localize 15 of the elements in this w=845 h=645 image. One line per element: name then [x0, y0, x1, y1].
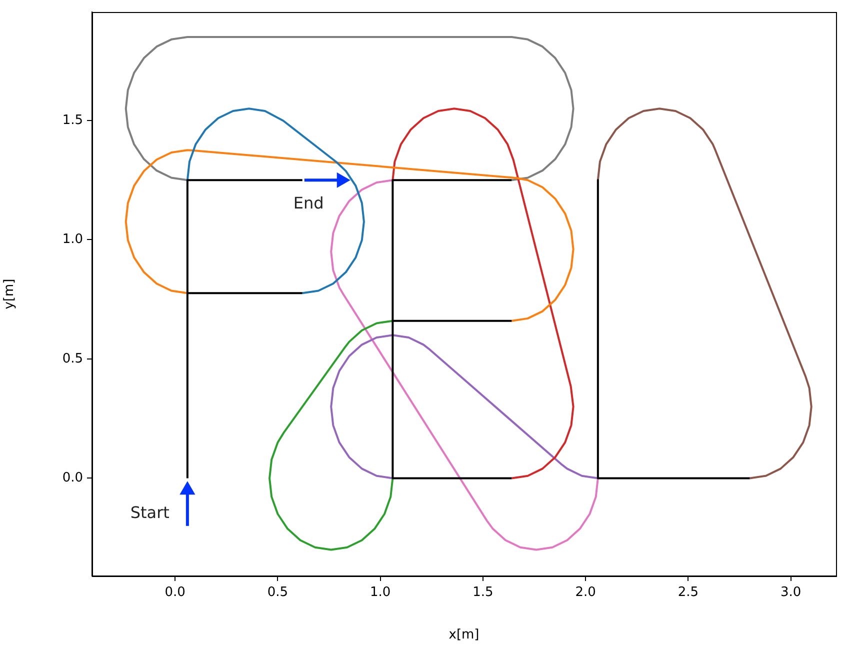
x-tick-label: 1.5	[472, 585, 494, 600]
y-tick-label: 1.0	[62, 232, 83, 248]
y-tick-label: 1.5	[62, 112, 83, 128]
x-tick-label: 2.0	[575, 585, 596, 600]
y-tick-label: 0.5	[62, 351, 83, 366]
x-tick-label: 0.0	[164, 585, 186, 600]
annotation: Start	[130, 503, 170, 522]
y-tick-label: 0.0	[62, 470, 83, 486]
x-axis-title: x[m]	[448, 628, 480, 643]
y-axis-title: y[m]	[2, 278, 18, 310]
annotation: End	[293, 193, 324, 212]
x-tick-label: 1.0	[370, 585, 391, 600]
x-tick-label: 2.5	[678, 585, 699, 600]
x-tick-label: 0.5	[267, 585, 288, 600]
x-tick-label: 3.0	[780, 585, 802, 600]
